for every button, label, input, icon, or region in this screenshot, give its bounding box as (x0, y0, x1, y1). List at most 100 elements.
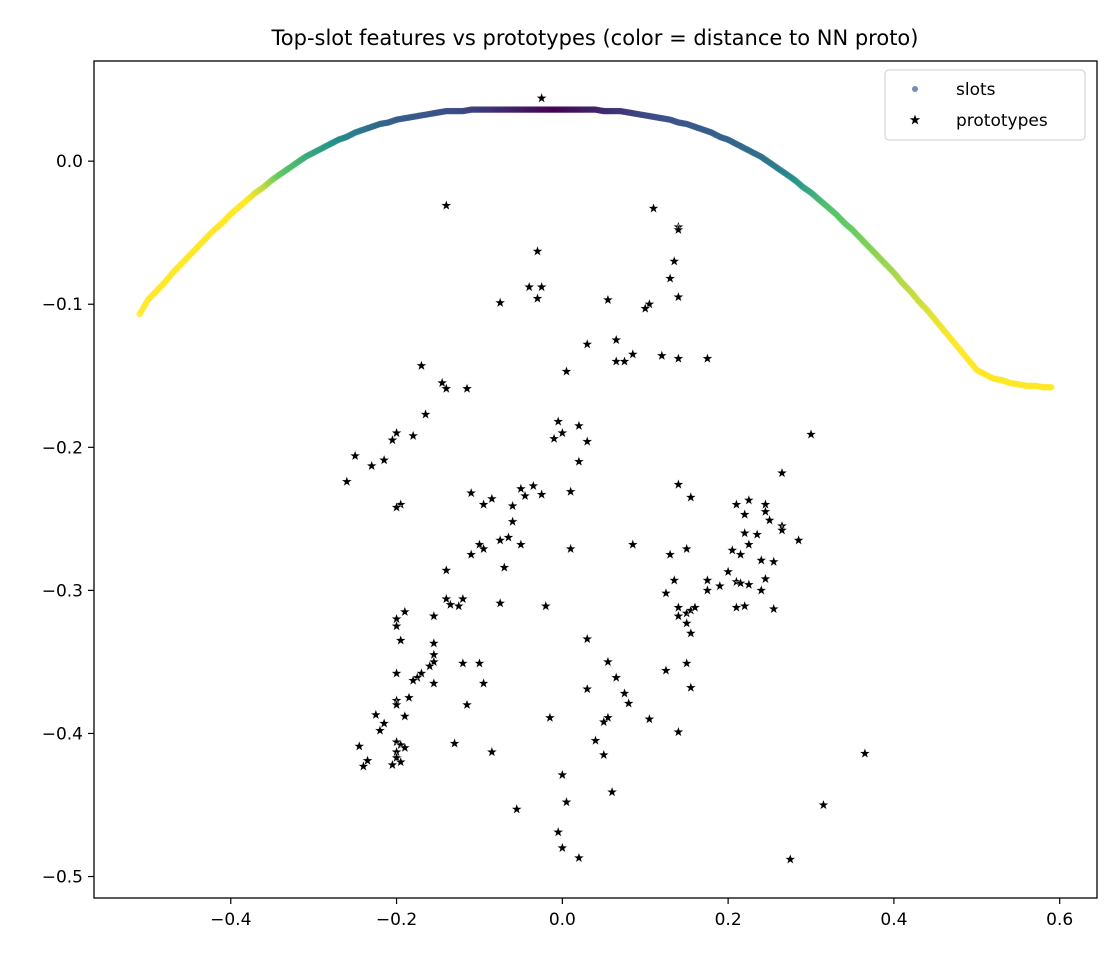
prototype-point (531, 245, 544, 257)
prototype-point (668, 255, 681, 267)
prototype-point (643, 713, 656, 725)
prototype-point (767, 555, 780, 567)
prototype-point (730, 498, 743, 510)
prototype-point (776, 466, 788, 479)
prototype-point (805, 428, 817, 440)
prototype-point (378, 717, 390, 729)
prototype-point (730, 601, 743, 613)
prototype-point (370, 708, 382, 720)
legend-prototypes-label: prototypes (956, 111, 1048, 131)
prototype-point (581, 632, 594, 644)
prototype-point (519, 489, 531, 501)
prototype-point (734, 548, 747, 560)
prototype-point (506, 499, 519, 511)
prototype-point (494, 597, 506, 609)
prototype-point (390, 426, 403, 438)
prototype-point (602, 293, 614, 305)
prototype-point (701, 584, 714, 596)
prototype-point (734, 577, 747, 589)
prototype-point (759, 572, 772, 584)
prototype-point (622, 697, 635, 709)
prototype-point (390, 501, 403, 513)
prototype-point (602, 655, 614, 667)
prototype-point (776, 524, 788, 536)
prototype-point (448, 737, 461, 749)
prototype-point (407, 429, 419, 441)
prototype-point (539, 600, 552, 612)
legend-star-shape (909, 114, 921, 125)
prototype-point (386, 434, 399, 446)
prototype-point (531, 292, 544, 304)
prototype-point (626, 348, 639, 360)
y-tick-label: −0.5 (42, 868, 83, 888)
prototype-point (465, 486, 477, 499)
prototype-point (726, 544, 739, 556)
prototype-point (457, 657, 469, 669)
prototype-point (722, 565, 734, 577)
prototype-point (685, 681, 697, 693)
legend: slots prototypes (884, 69, 1086, 141)
prototype-point (672, 725, 685, 737)
prototype-point (378, 454, 390, 466)
prototype-point (390, 751, 403, 763)
prototype-point (618, 687, 631, 699)
prototype-point (440, 592, 453, 604)
prototype-point (494, 534, 506, 546)
prototype-point (444, 598, 457, 610)
prototype-point (357, 760, 370, 772)
x-tick-label: 0.6 (1046, 910, 1073, 930)
x-tick-label: −0.2 (376, 910, 417, 930)
prototype-point (506, 515, 519, 527)
prototype-point (552, 826, 565, 838)
prototype-point (403, 691, 415, 703)
prototype-point (440, 564, 453, 576)
prototype-point (399, 741, 411, 753)
prototype-point (668, 574, 681, 586)
prototype-point (784, 853, 797, 865)
prototype-point (556, 841, 569, 853)
prototype-point (685, 491, 697, 503)
prototype-point (701, 352, 714, 364)
y-tick-label: −0.3 (42, 581, 83, 601)
prototype-point (440, 382, 453, 394)
prototype-point (544, 711, 556, 723)
prototype-point (365, 459, 378, 471)
prototype-point (457, 592, 469, 604)
prototype-point (738, 527, 751, 539)
prototype-point (743, 538, 755, 550)
prototype-point (560, 365, 573, 377)
prototype-point (647, 202, 660, 214)
y-tick-label: −0.1 (42, 295, 83, 315)
slots-series (136, 106, 1055, 391)
prototype-point (664, 272, 676, 284)
prototype-point (386, 758, 399, 770)
prototype-point (390, 698, 403, 710)
prototype-point (664, 548, 676, 560)
prototype-point (701, 574, 714, 586)
prototype-point (556, 768, 569, 780)
prototype-point (510, 803, 523, 815)
prototype-point (415, 359, 428, 371)
prototype-point (353, 740, 366, 752)
y-tick-label: −0.2 (42, 438, 83, 458)
prototype-point (515, 482, 527, 494)
prototype-point (494, 296, 506, 308)
prototype-point (564, 542, 577, 554)
prototype-point (597, 748, 610, 760)
prototype-point (573, 851, 585, 863)
prototype-point (407, 674, 419, 686)
prototype-point (473, 657, 486, 669)
prototype-point (428, 655, 440, 667)
prototype-point (643, 298, 656, 310)
x-tick-label: −0.4 (210, 910, 251, 930)
prototype-point (394, 634, 407, 646)
prototype-point (759, 505, 772, 517)
prototype-point (498, 561, 511, 573)
x-tick-label: 0.4 (880, 910, 907, 930)
prototype-point (573, 419, 585, 431)
prototype-point (589, 734, 602, 746)
prototype-point (419, 408, 432, 420)
prototype-point (428, 610, 440, 622)
prototype-point (656, 349, 668, 361)
